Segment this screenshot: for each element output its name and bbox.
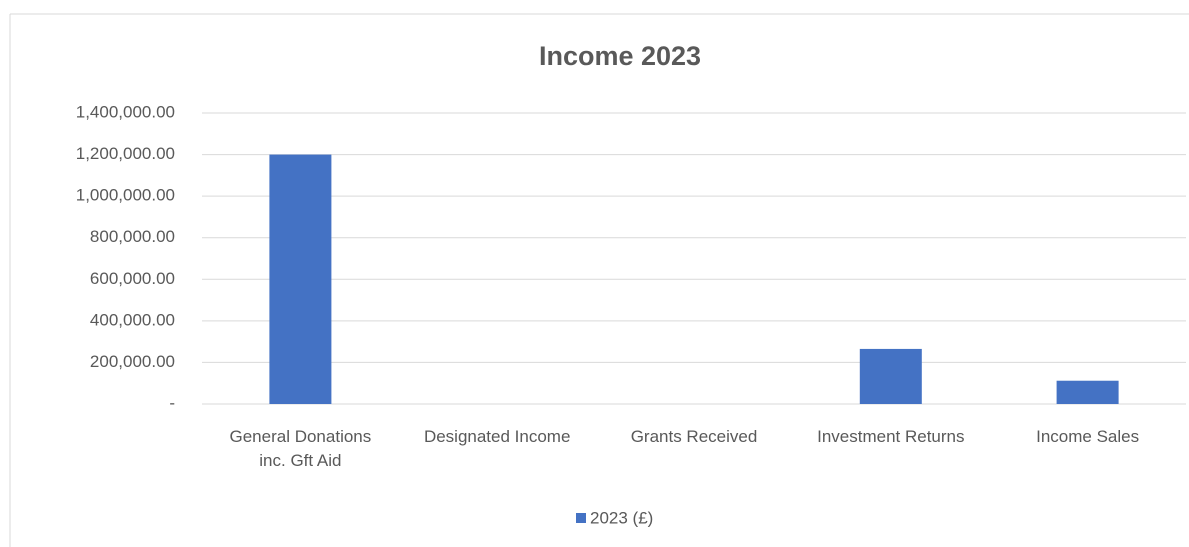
y-tick-label: 1,000,000.00 — [76, 186, 175, 205]
x-tick-label: Designated Income — [423, 427, 571, 446]
y-tick-label: 800,000.00 — [90, 227, 175, 246]
x-tick-label: Grants Received — [630, 427, 758, 446]
y-tick-label: 200,000.00 — [90, 352, 175, 371]
bar — [1056, 380, 1119, 404]
chart-title: Income 2023 — [539, 41, 701, 71]
bar — [859, 348, 922, 404]
y-tick-label: - — [169, 393, 175, 412]
bar — [269, 154, 332, 404]
legend-swatch — [576, 513, 586, 523]
y-tick-label: 1,200,000.00 — [76, 144, 175, 163]
y-tick-label: 400,000.00 — [90, 310, 175, 329]
y-tick-label: 1,400,000.00 — [76, 102, 175, 121]
x-tick-label: Investment Returns — [817, 427, 965, 446]
legend-label: 2023 (£) — [590, 508, 653, 527]
x-tick-label: General Donations inc. Gft Aid — [229, 427, 372, 470]
y-tick-label: 600,000.00 — [90, 269, 175, 288]
x-tick-label: Income Sales — [1036, 427, 1140, 446]
